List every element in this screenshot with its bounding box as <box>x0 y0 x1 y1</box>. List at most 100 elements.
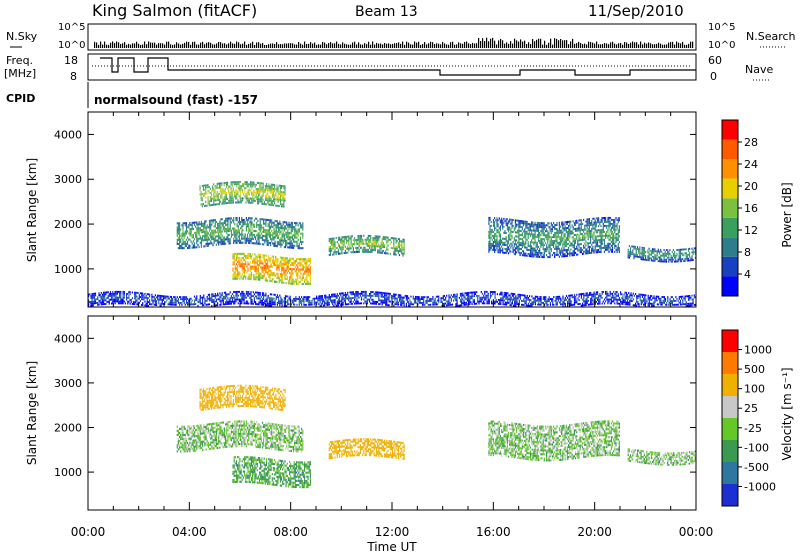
heatmap-cell <box>177 228 179 231</box>
heatmap-cell <box>308 260 310 263</box>
heatmap-cell <box>297 276 299 279</box>
heatmap-cell <box>392 237 394 240</box>
heatmap-cell <box>208 228 211 231</box>
heatmap-cell <box>606 220 608 223</box>
heatmap-cell <box>146 299 148 301</box>
heatmap-cell <box>263 201 265 203</box>
heatmap-cell <box>382 246 384 248</box>
heatmap-cell <box>183 247 185 250</box>
heatmap-cell <box>184 230 186 233</box>
heatmap-cell <box>221 240 223 243</box>
heatmap-cell <box>532 247 534 250</box>
heatmap-cell <box>201 184 203 187</box>
heatmap-cell <box>395 253 397 256</box>
heatmap-cell <box>352 247 354 250</box>
heatmap-cell <box>195 303 197 305</box>
heatmap-cell <box>217 302 219 305</box>
heatmap-cell <box>232 263 234 266</box>
heatmap-cell <box>359 242 361 245</box>
heatmap-cell <box>246 300 249 303</box>
nsky-bar <box>314 42 316 48</box>
heatmap-cell <box>151 299 153 302</box>
nsky-bar <box>570 41 572 48</box>
heatmap-cell <box>220 301 222 304</box>
heatmap-cell <box>489 232 491 235</box>
heatmap-cell <box>251 223 253 226</box>
heatmap-cell <box>261 298 264 300</box>
nsky-bar <box>592 42 594 48</box>
heatmap-cell <box>256 190 258 192</box>
heatmap-cell <box>617 233 619 236</box>
heatmap-cell <box>127 296 129 299</box>
heatmap-cell <box>258 194 260 197</box>
heatmap-cell <box>227 301 229 303</box>
heatmap-cell <box>275 274 277 277</box>
heatmap-cell <box>514 225 516 228</box>
heatmap-cell <box>250 233 252 236</box>
heatmap-cell <box>214 235 216 238</box>
heatmap-cell <box>230 201 232 204</box>
heatmap-cell <box>293 259 295 262</box>
heatmap-cell <box>292 280 294 283</box>
heatmap-cell <box>641 248 643 251</box>
heatmap-cell <box>684 260 686 262</box>
heatmap-cell <box>283 237 285 240</box>
heatmap-cell <box>267 233 269 236</box>
heatmap-cell <box>200 302 202 305</box>
heatmap-cell <box>259 192 261 195</box>
heatmap-cell <box>251 197 253 200</box>
heatmap-cell <box>240 201 242 204</box>
heatmap-cell <box>674 254 676 257</box>
heatmap-cell <box>199 185 201 188</box>
heatmap-cell <box>166 299 168 302</box>
heatmap-cell <box>281 199 283 202</box>
heatmap-cell <box>343 244 345 247</box>
nsky-bar <box>506 42 508 48</box>
heatmap-cell <box>496 235 498 238</box>
heatmap-cell <box>253 301 255 303</box>
heatmap-cell <box>225 185 227 188</box>
heatmap-cell <box>232 277 234 280</box>
heatmap-cell <box>648 253 650 256</box>
heatmap-cell <box>132 301 135 304</box>
heatmap-cell <box>164 297 166 300</box>
heatmap-cell <box>565 249 567 251</box>
heatmap-cell <box>253 257 255 260</box>
heatmap-cell <box>120 290 122 293</box>
heatmap-cell <box>249 265 251 268</box>
heatmap-cell <box>254 183 256 186</box>
heatmap-cell <box>286 221 288 224</box>
heatmap-cell <box>229 193 231 196</box>
heatmap-cell <box>502 219 504 222</box>
heatmap-cell <box>498 227 500 230</box>
heatmap-cell <box>519 229 521 232</box>
heatmap-cell <box>641 252 643 255</box>
heatmap-cell <box>381 241 383 244</box>
heatmap-cell <box>586 220 588 223</box>
heatmap-cell <box>524 254 526 257</box>
heatmap-cell <box>534 223 536 226</box>
heatmap-cell <box>215 187 217 190</box>
heatmap-cell <box>264 235 266 238</box>
heatmap-cell <box>512 248 514 251</box>
heatmap-cell <box>254 191 256 194</box>
heatmap-cell <box>571 236 573 239</box>
nsky-bar <box>632 41 634 48</box>
heatmap-cell <box>242 225 244 228</box>
heatmap-cell <box>283 191 285 194</box>
heatmap-cell <box>176 222 178 225</box>
heatmap-cell <box>240 298 242 301</box>
heatmap-cell <box>546 236 548 239</box>
nsky-bar <box>498 40 500 48</box>
heatmap-cell <box>386 236 388 239</box>
heatmap-cell <box>294 228 296 231</box>
heatmap-cell <box>219 235 221 238</box>
heatmap-cell <box>278 184 280 187</box>
heatmap-cell <box>576 233 578 236</box>
heatmap-cell <box>244 191 246 194</box>
heatmap-cell <box>489 246 491 249</box>
heatmap-cell <box>245 223 247 226</box>
heatmap-cell <box>154 303 156 306</box>
heatmap-cell <box>268 267 270 270</box>
heatmap-cell <box>262 277 264 280</box>
